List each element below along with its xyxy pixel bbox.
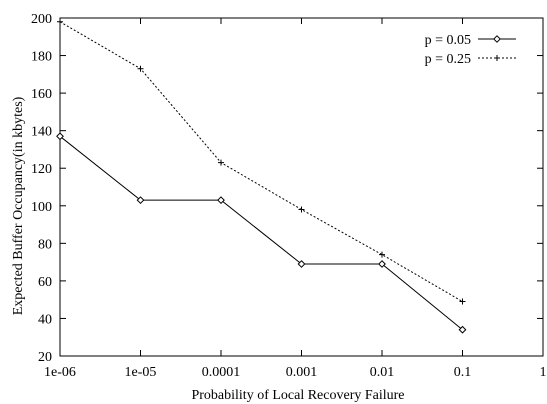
data-point — [379, 251, 385, 258]
x-tick-label: 1e-06 — [44, 365, 76, 380]
y-tick-label: 40 — [38, 312, 52, 327]
x-tick-label: 1 — [540, 365, 547, 380]
y-tick-label: 180 — [31, 50, 52, 65]
x-axis-label: Probability of Local Recovery Failure — [191, 388, 404, 403]
legend: p = 0.05 p = 0.25 — [425, 33, 516, 67]
series-group — [56, 18, 467, 334]
y-axis: 20 40 60 80 100 120 140 160 180 200 — [31, 12, 543, 365]
x-axis: 1e-06 1e-05 0.0001 0.001 0.01 0.1 1 — [44, 18, 547, 380]
x-tick-label: 0.01 — [370, 365, 395, 380]
data-point — [56, 132, 64, 141]
y-tick-label: 200 — [31, 12, 52, 27]
x-tick-label: 0.0001 — [202, 365, 241, 380]
data-point — [378, 260, 386, 268]
series-1 — [56, 132, 467, 334]
data-point — [57, 18, 63, 25]
data-point — [458, 325, 467, 334]
data-point — [136, 196, 145, 205]
y-tick-label: 60 — [38, 275, 52, 290]
x-tick-label: 1e-05 — [125, 365, 157, 380]
data-point — [137, 65, 144, 72]
y-tick-label: 160 — [31, 87, 52, 102]
legend-label-series-2: p = 0.25 — [425, 52, 471, 67]
series-line-2 — [59, 21, 463, 302]
data-point — [459, 298, 466, 305]
data-point — [217, 196, 225, 205]
series-2 — [57, 18, 466, 305]
data-point — [297, 260, 306, 268]
legend-label-series-1: p = 0.05 — [425, 33, 471, 48]
y-tick-label: 20 — [38, 350, 52, 365]
series-line-1 — [59, 135, 463, 331]
y-tick-label: 140 — [31, 125, 52, 140]
legend-marker-series-1 — [493, 35, 501, 43]
y-tick-label: 120 — [31, 162, 52, 177]
y-tick-label: 100 — [31, 200, 52, 215]
plot-border — [59, 17, 544, 357]
y-axis-label: Expected Buffer Occupancy(in kbytes) — [11, 96, 26, 315]
x-tick-label: 0.001 — [286, 365, 318, 380]
plot-frame — [59, 17, 544, 357]
data-point — [218, 159, 224, 166]
data-point — [298, 206, 305, 213]
x-tick-label: 0.1 — [454, 365, 472, 380]
y-tick-label: 80 — [38, 237, 52, 252]
legend-marker-series-2 — [494, 55, 500, 61]
